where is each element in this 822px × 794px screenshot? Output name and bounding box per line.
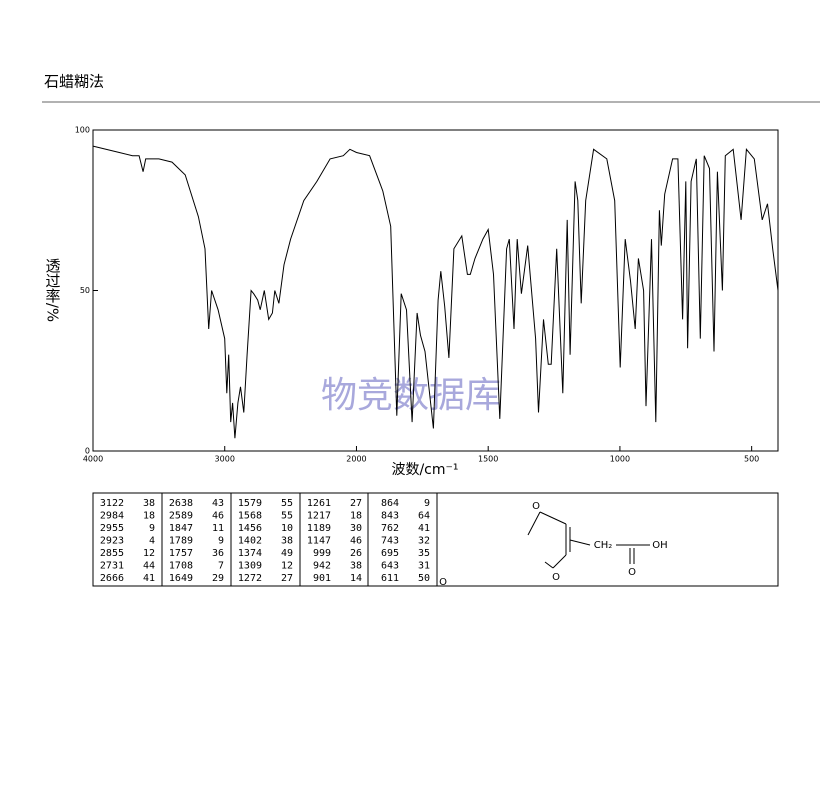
peak-wavenumber: 1309 <box>238 561 262 572</box>
y-axis-label: 透过率/% <box>44 258 62 322</box>
peak-transmittance: 55 <box>281 511 293 522</box>
peak-wavenumber: 2638 <box>169 498 193 509</box>
peak-wavenumber: 2666 <box>100 573 124 584</box>
peak-wavenumber: 2923 <box>100 536 124 547</box>
peak-transmittance: 43 <box>212 498 224 509</box>
peak-transmittance: 29 <box>212 573 224 584</box>
peak-transmittance: 41 <box>418 523 430 534</box>
page-title: 石蜡糊法 <box>44 73 104 91</box>
peak-transmittance: 31 <box>418 561 430 572</box>
table-frame <box>92 492 779 587</box>
peak-wavenumber: 695 <box>381 548 399 559</box>
peak-transmittance: 46 <box>350 536 362 547</box>
peak-wavenumber: 1579 <box>238 498 262 509</box>
peak-transmittance: 49 <box>281 548 293 559</box>
spectrum-line <box>92 145 779 439</box>
peak-wavenumber: 611 <box>381 573 399 584</box>
peak-transmittance: 27 <box>350 498 362 509</box>
x-tick-label: 1000 <box>610 455 630 464</box>
peak-transmittance: 38 <box>350 561 362 572</box>
peak-transmittance: 64 <box>418 511 430 522</box>
x-tick-label: 4000 <box>83 455 103 464</box>
structure-label: O <box>552 572 560 583</box>
peak-wavenumber: 942 <box>313 561 331 572</box>
peak-wavenumber: 2955 <box>100 523 124 534</box>
peak-wavenumber: 1147 <box>307 536 331 547</box>
peak-wavenumber: 1402 <box>238 536 262 547</box>
peak-wavenumber: 1568 <box>238 511 262 522</box>
x-tick-label: 500 <box>744 455 759 464</box>
x-tick-label: 3000 <box>215 455 235 464</box>
structure-label: O <box>532 501 540 512</box>
peak-wavenumber: 901 <box>313 573 331 584</box>
structure-label: O <box>439 577 447 588</box>
peak-wavenumber: 864 <box>381 498 399 509</box>
peak-transmittance: 9 <box>149 523 155 534</box>
peak-wavenumber: 2855 <box>100 548 124 559</box>
peak-wavenumber: 643 <box>381 561 399 572</box>
peak-wavenumber: 3122 <box>100 498 124 509</box>
peak-transmittance: 30 <box>350 523 362 534</box>
peak-transmittance: 9 <box>424 498 430 509</box>
peak-transmittance: 4 <box>149 536 155 547</box>
peak-wavenumber: 1456 <box>238 523 262 534</box>
peak-transmittance: 26 <box>350 548 362 559</box>
peak-transmittance: 36 <box>212 548 224 559</box>
peak-wavenumber: 1217 <box>307 511 331 522</box>
peak-wavenumber: 743 <box>381 536 399 547</box>
structure-bonds <box>527 511 650 569</box>
x-tick-label: 1500 <box>478 455 498 464</box>
peak-transmittance: 18 <box>143 511 155 522</box>
peak-wavenumber: 1757 <box>169 548 193 559</box>
peak-wavenumber: 1708 <box>169 561 193 572</box>
y-tick-label: 0 <box>85 447 90 456</box>
peak-wavenumber: 843 <box>381 511 399 522</box>
peak-wavenumber: 2731 <box>100 561 124 572</box>
peak-wavenumber: 1374 <box>238 548 262 559</box>
peak-wavenumber: 2984 <box>100 511 124 522</box>
peak-transmittance: 9 <box>218 536 224 547</box>
peak-wavenumber: 1649 <box>169 573 193 584</box>
peak-transmittance: 27 <box>281 573 293 584</box>
peak-transmittance: 18 <box>350 511 362 522</box>
peak-transmittance: 35 <box>418 548 430 559</box>
y-tick-label: 50 <box>80 286 90 295</box>
peak-wavenumber: 1272 <box>238 573 262 584</box>
structure-label: O <box>628 567 636 578</box>
peak-wavenumber: 762 <box>381 523 399 534</box>
peak-wavenumber: 1847 <box>169 523 193 534</box>
x-axis-label: 波数/cm⁻¹ <box>391 462 458 478</box>
peak-transmittance: 50 <box>418 573 430 584</box>
peak-transmittance: 46 <box>212 511 224 522</box>
peak-transmittance: 10 <box>281 523 293 534</box>
peak-transmittance: 12 <box>281 561 293 572</box>
y-tick-label: 100 <box>75 126 90 135</box>
peak-transmittance: 32 <box>418 536 430 547</box>
peak-transmittance: 38 <box>143 498 155 509</box>
peak-transmittance: 11 <box>212 523 224 534</box>
peak-transmittance: 38 <box>281 536 293 547</box>
peak-wavenumber: 2589 <box>169 511 193 522</box>
structure-label: CH₂ <box>594 540 613 551</box>
peak-transmittance: 7 <box>218 561 224 572</box>
peak-wavenumber: 999 <box>313 548 331 559</box>
table-dividers <box>161 493 438 586</box>
peak-transmittance: 14 <box>350 573 362 584</box>
peak-transmittance: 44 <box>143 561 155 572</box>
peak-transmittance: 12 <box>143 548 155 559</box>
peak-transmittance: 55 <box>281 498 293 509</box>
peak-transmittance: 41 <box>143 573 155 584</box>
peak-wavenumber: 1261 <box>307 498 331 509</box>
x-tick-label: 2000 <box>346 455 366 464</box>
peak-wavenumber: 1789 <box>169 536 193 547</box>
peak-wavenumber: 1189 <box>307 523 331 534</box>
structure-label: OH <box>652 540 667 551</box>
